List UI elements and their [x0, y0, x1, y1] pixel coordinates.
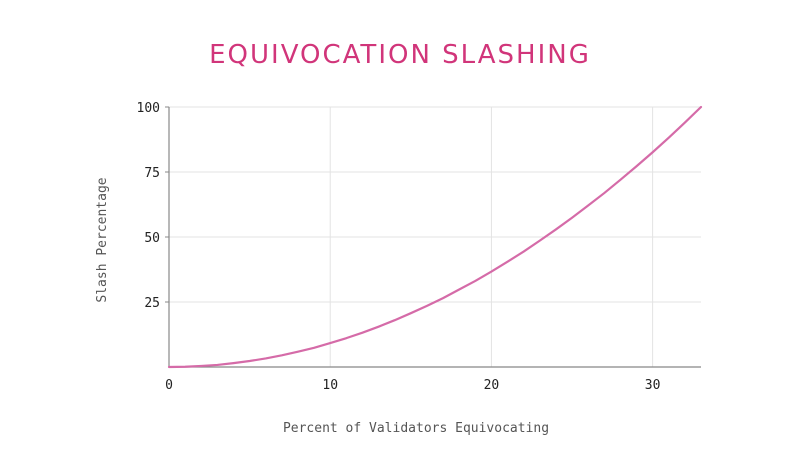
chart-title: EQUIVOCATION SLASHING: [209, 40, 591, 70]
y-tick-label: 25: [144, 296, 160, 311]
y-tick-label: 50: [144, 231, 160, 246]
y-tick-label: 75: [144, 166, 160, 181]
x-tick-label: 30: [645, 378, 661, 393]
series: [167, 105, 703, 369]
series-line-0: [167, 105, 703, 369]
y-axis-title: Slash Percentage: [95, 177, 110, 302]
grid: [169, 106, 701, 367]
y-tick-label: 100: [137, 101, 160, 116]
x-tick-label: 20: [484, 378, 500, 393]
x-axis-title: Percent of Validators Equivocating: [283, 421, 549, 436]
axes: [165, 106, 701, 368]
x-tick-label: 10: [322, 378, 338, 393]
x-tick-label: 0: [165, 378, 173, 393]
tick-labels: 25 50 75 100 0 10 20 30: [137, 101, 661, 393]
